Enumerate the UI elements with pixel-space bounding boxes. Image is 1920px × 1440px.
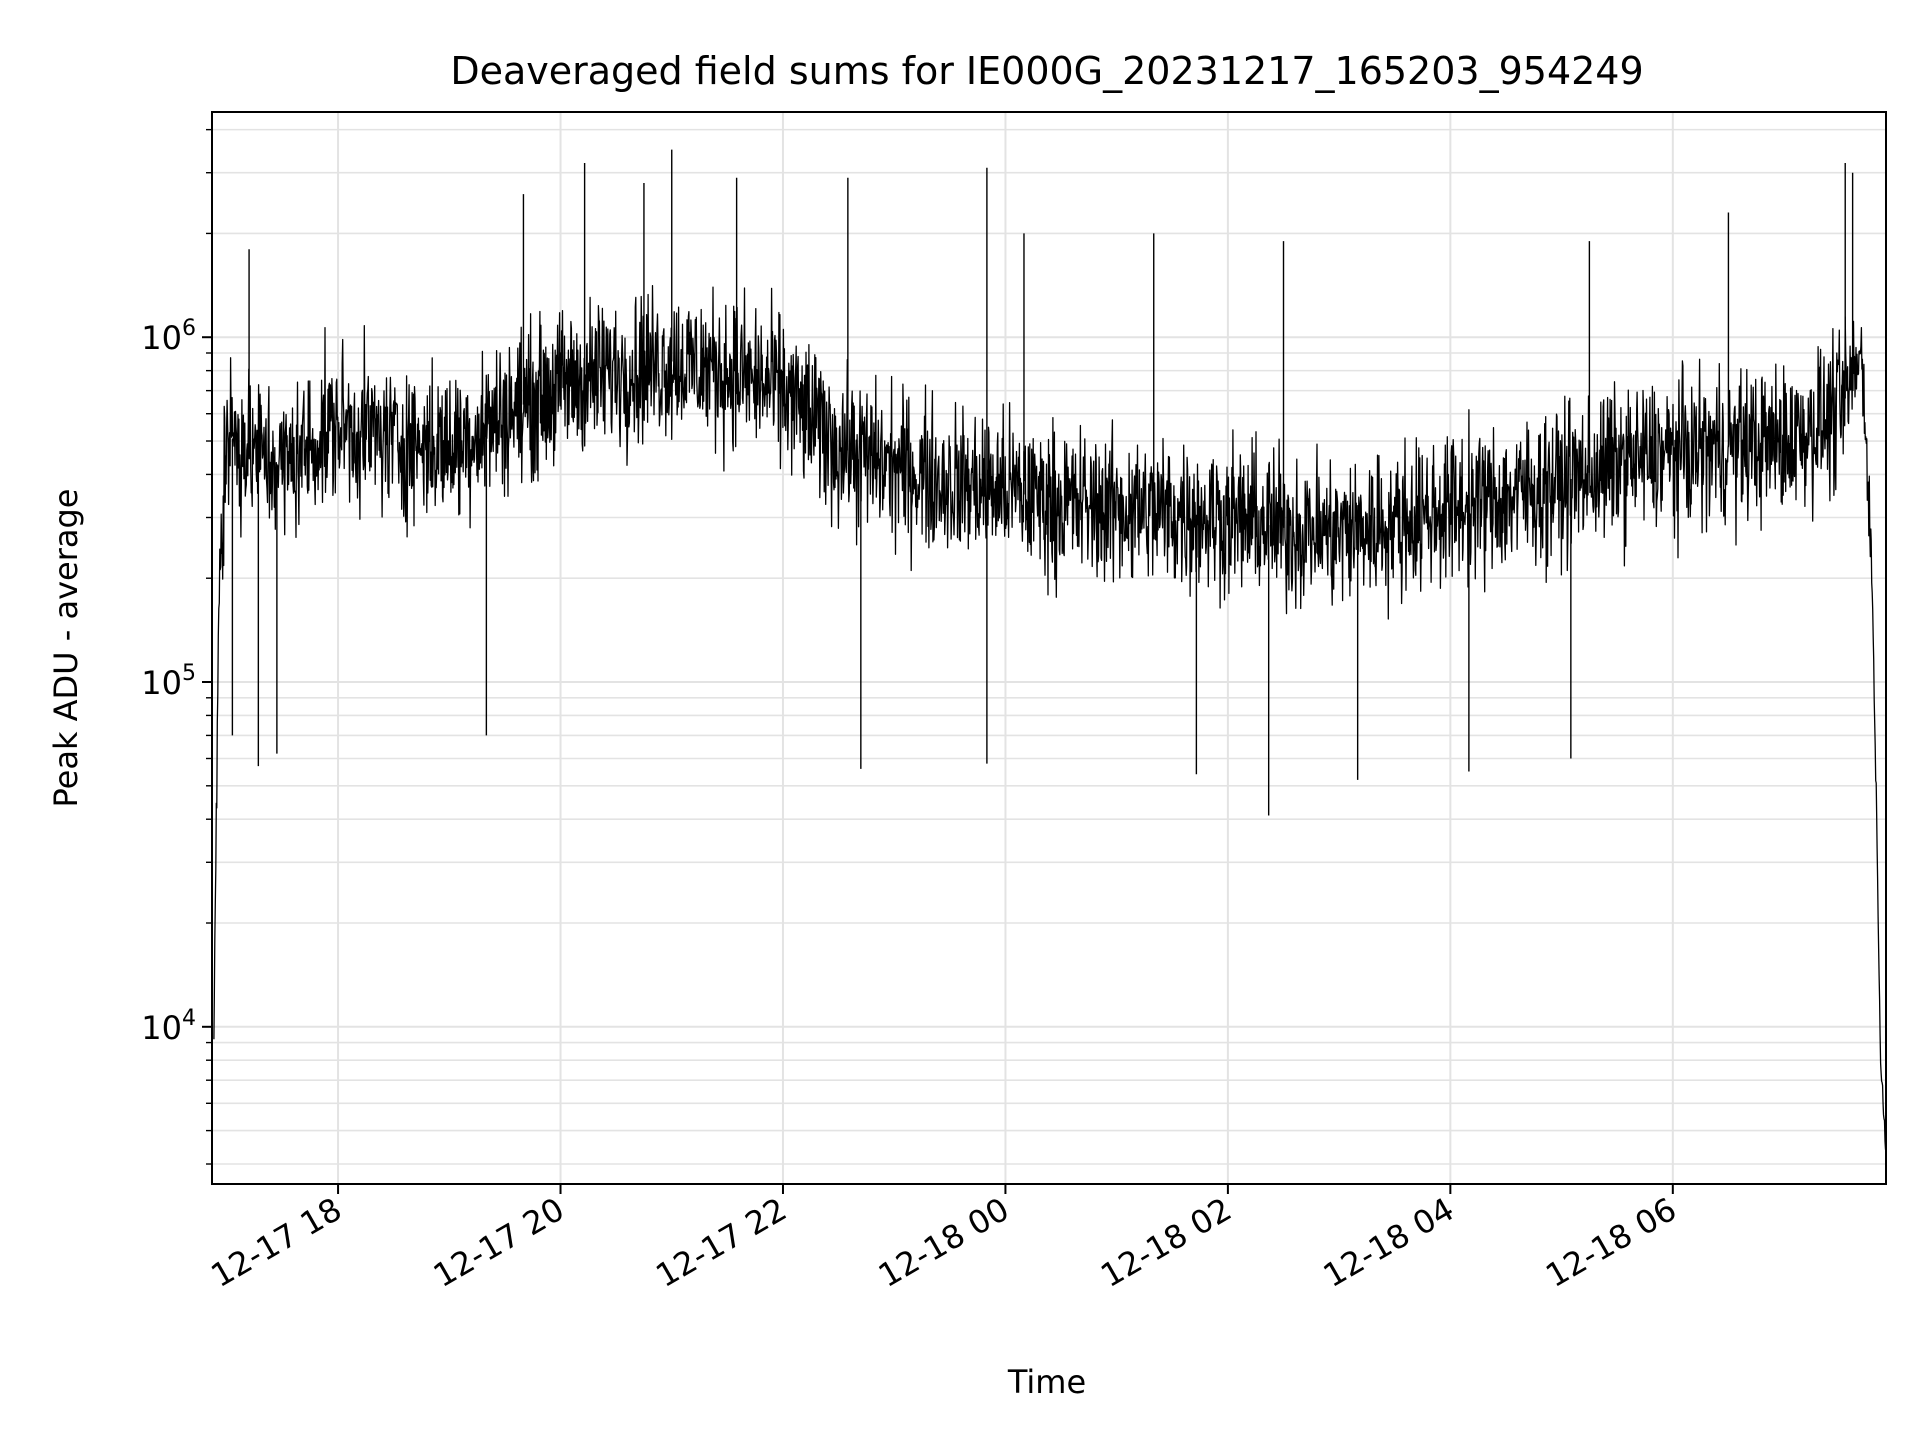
y-axis-label: Peak ADU - average: [47, 489, 85, 808]
y-tick-label: 105: [141, 661, 196, 702]
y-tick-label-base: 10: [141, 1009, 182, 1047]
y-tick-label-base: 10: [141, 664, 182, 702]
plot-frame: [211, 111, 1887, 1185]
x-axis-label: Time: [1007, 1363, 1086, 1401]
y-tick-label-exponent: 5: [182, 661, 196, 686]
y-tick-label: 104: [141, 1006, 196, 1047]
series: [213, 149, 1887, 1151]
data-series-line: [213, 284, 1887, 1151]
chart-title: Deaveraged field sums for IE000G_2023121…: [450, 49, 1643, 93]
y-tick-label-base: 10: [141, 319, 182, 357]
y-tick-label-exponent: 6: [182, 316, 196, 341]
y-tick-label: 106: [141, 316, 196, 357]
y-tick-label-exponent: 4: [182, 1006, 196, 1031]
